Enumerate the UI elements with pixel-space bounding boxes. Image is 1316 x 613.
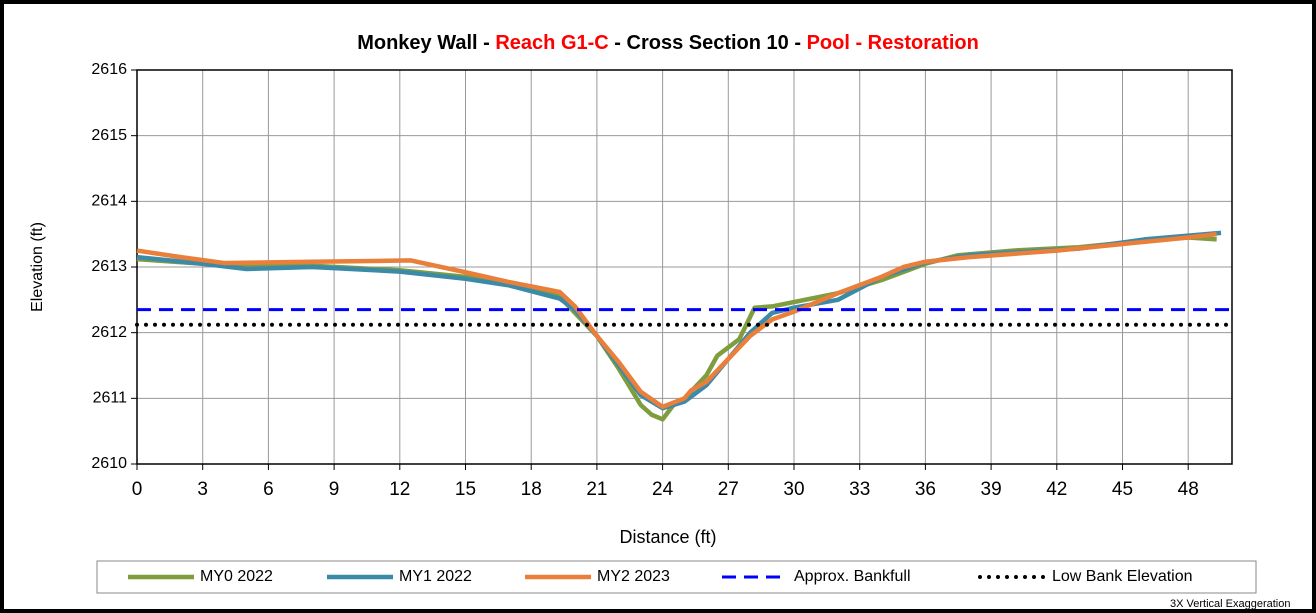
x-tick-label: 6 (263, 479, 274, 500)
legend-label: MY1 2022 (399, 568, 472, 585)
x-tick-label: 30 (783, 479, 804, 500)
x-axis-label: Distance (ft) (619, 527, 716, 547)
legend-box (96, 560, 1257, 594)
x-tick-label: 21 (586, 479, 607, 500)
title-part: Pool - Restoration (807, 32, 979, 54)
x-tick-label: 12 (389, 479, 410, 500)
y-tick-label: 2616 (91, 61, 127, 78)
legend-label: MY2 2023 (597, 568, 670, 585)
title-part: Monkey Wall - (357, 32, 495, 54)
x-tick-label: 27 (718, 479, 739, 500)
y-tick-label: 2614 (91, 193, 127, 210)
y-axis-label: Elevation (ft) (29, 222, 46, 312)
x-tick-label: 36 (915, 479, 936, 500)
plot-frame (136, 69, 1233, 465)
x-tick-label: 3 (197, 479, 208, 500)
x-tick-label: 48 (1178, 479, 1199, 500)
y-tick-label: 2611 (93, 390, 128, 407)
series-line (136, 231, 1217, 410)
x-tick-label: 24 (652, 479, 674, 500)
x-tick-label: 42 (1046, 479, 1067, 500)
x-tick-label: 33 (849, 479, 870, 500)
series-line (136, 235, 1217, 422)
y-tick-label: 2615 (91, 127, 127, 144)
x-tick-label: 15 (455, 479, 476, 500)
series-line (136, 230, 1222, 411)
x-tick-label: 39 (981, 479, 1002, 500)
x-tick-label: 18 (521, 479, 542, 500)
legend-label: MY0 2022 (200, 568, 273, 585)
y-tick-label: 2612 (91, 324, 127, 341)
title-part: - Cross Section 10 - (609, 32, 807, 54)
title-part: Reach G1-C (495, 32, 608, 54)
y-tick-label: 2610 (91, 455, 127, 472)
y-tick-label: 2613 (91, 258, 127, 275)
legend-label: Approx. Bankfull (794, 568, 911, 585)
x-tick-label: 0 (132, 479, 143, 500)
legend-label: Low Bank Elevation (1052, 568, 1193, 585)
x-tick-label: 9 (329, 479, 340, 500)
chart-title: Monkey Wall - Reach G1-C - Cross Section… (357, 32, 979, 54)
annotation: 3X Vertical Exaggeration (1170, 598, 1290, 610)
x-tick-label: 45 (1112, 479, 1133, 500)
